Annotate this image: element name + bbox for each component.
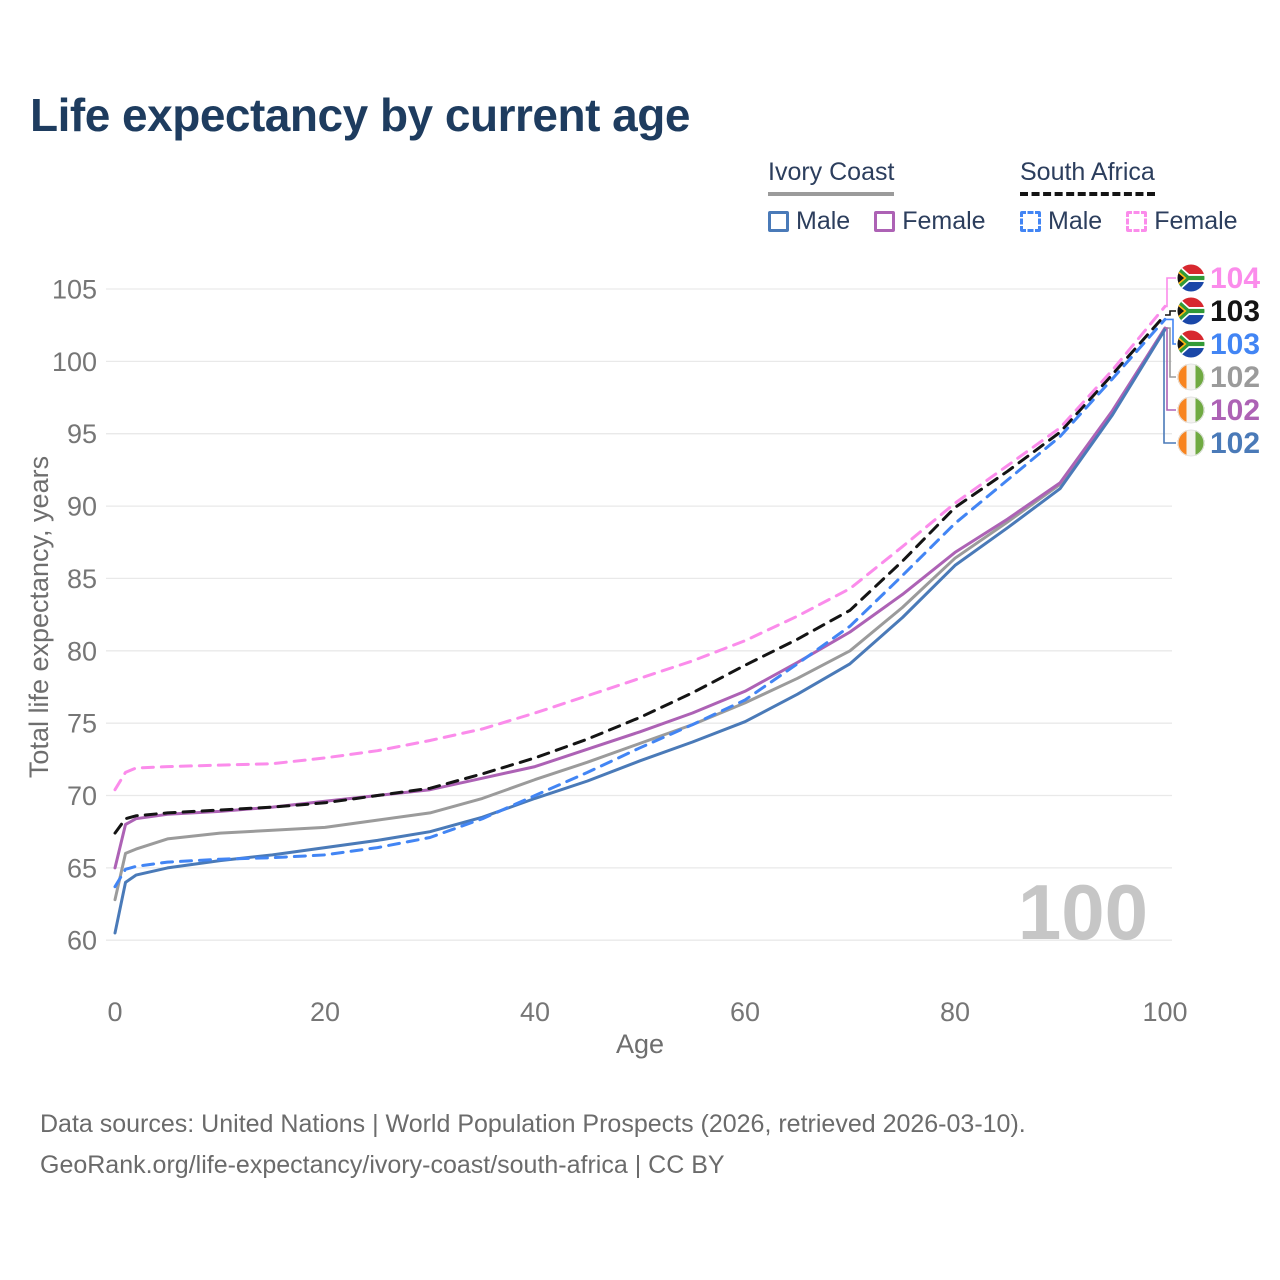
legend-item-ivory-coast-male[interactable]: Male	[768, 207, 850, 236]
curve-ivory-coast-total[interactable]	[113, 326, 1167, 902]
south-africa-flag-icon	[1177, 264, 1205, 292]
y-tick-label: 105	[52, 275, 97, 305]
end-label-leader	[1165, 310, 1176, 316]
end-label-leader	[1165, 327, 1176, 411]
x-tick-label: 80	[940, 997, 970, 1027]
curve-south-africa-female[interactable]	[113, 304, 1167, 792]
y-tick-label: 85	[67, 564, 97, 594]
x-tick-label: 0	[107, 997, 122, 1027]
curve-south-africa-total[interactable]	[113, 313, 1167, 835]
curve-south-africa-male[interactable]	[113, 317, 1167, 889]
south-africa-female-swatch-icon[interactable]	[1126, 211, 1148, 232]
end-label-leader	[1165, 277, 1176, 308]
age-cursor-watermark: 100	[1018, 868, 1148, 956]
page-title: Life expectancy by current age	[30, 89, 690, 141]
x-tick-label: 40	[520, 997, 550, 1027]
legend-item-ivory-coast-female[interactable]: Female	[874, 207, 986, 236]
y-tick-label: 70	[67, 781, 97, 811]
y-tick-label: 95	[67, 419, 97, 449]
legend-group-south-africa: South Africa Male Female	[1020, 158, 1262, 236]
south-africa-flag-icon	[1177, 297, 1205, 325]
y-axis-title: Total life expectancy, years	[24, 456, 54, 778]
legend-group-ivory-coast: Ivory Coast Male Female	[768, 158, 1010, 236]
ivory-coast-flag-icon	[1177, 363, 1205, 391]
footer-credits: Data sources: United Nations | World Pop…	[40, 1104, 1026, 1186]
y-tick-label: 65	[67, 853, 97, 883]
end-label-leader	[1163, 328, 1176, 444]
curve-ivory-coast-male[interactable]	[113, 328, 1167, 935]
x-tick-label: 20	[310, 997, 340, 1027]
y-tick-label: 80	[67, 636, 97, 666]
attribution-line: GeoRank.org/life-expectancy/ivory-coast/…	[40, 1151, 725, 1179]
south-africa-flag-icon	[1177, 330, 1205, 358]
curve-ivory-coast-female[interactable]	[113, 326, 1167, 870]
legend-label: Female	[1154, 207, 1238, 235]
ivory-coast-flag-icon	[1177, 396, 1205, 424]
south-africa-male-swatch-icon[interactable]	[1020, 211, 1041, 232]
end-value-label-ivory-coast-female: 102	[1210, 394, 1260, 427]
ivory-coast-flag-icon	[1177, 429, 1205, 457]
legend-item-south-africa-male[interactable]: Male	[1020, 207, 1102, 236]
legend-label: Male	[796, 207, 851, 235]
end-value-label-south-africa-total: 103	[1210, 295, 1260, 328]
x-axis-title: Age	[616, 1029, 664, 1059]
ivory-coast-male-swatch-icon[interactable]	[768, 211, 789, 232]
end-value-label-ivory-coast-male: 102	[1210, 427, 1260, 460]
legend-header-ivory-coast: Ivory Coast	[768, 158, 895, 196]
ivory-coast-female-swatch-icon[interactable]	[874, 211, 896, 232]
x-tick-label: 100	[1142, 997, 1187, 1027]
y-tick-label: 60	[67, 926, 97, 956]
x-tick-label: 60	[730, 997, 760, 1027]
legend-label: Female	[902, 207, 986, 235]
y-tick-label: 75	[67, 709, 97, 739]
legend-label: Male	[1048, 207, 1103, 235]
data-sources-line: Data sources: United Nations | World Pop…	[40, 1110, 1026, 1138]
end-value-label-south-africa-female: 104	[1210, 262, 1260, 295]
end-label-leader	[1165, 318, 1176, 345]
y-tick-label: 90	[67, 492, 97, 522]
y-tick-label: 100	[52, 347, 97, 377]
legend-header-south-africa: South Africa	[1020, 158, 1155, 196]
end-value-label-south-africa-male: 103	[1210, 328, 1260, 361]
legend-item-south-africa-female[interactable]: Female	[1126, 207, 1238, 236]
end-value-label-ivory-coast-total: 102	[1210, 361, 1260, 394]
